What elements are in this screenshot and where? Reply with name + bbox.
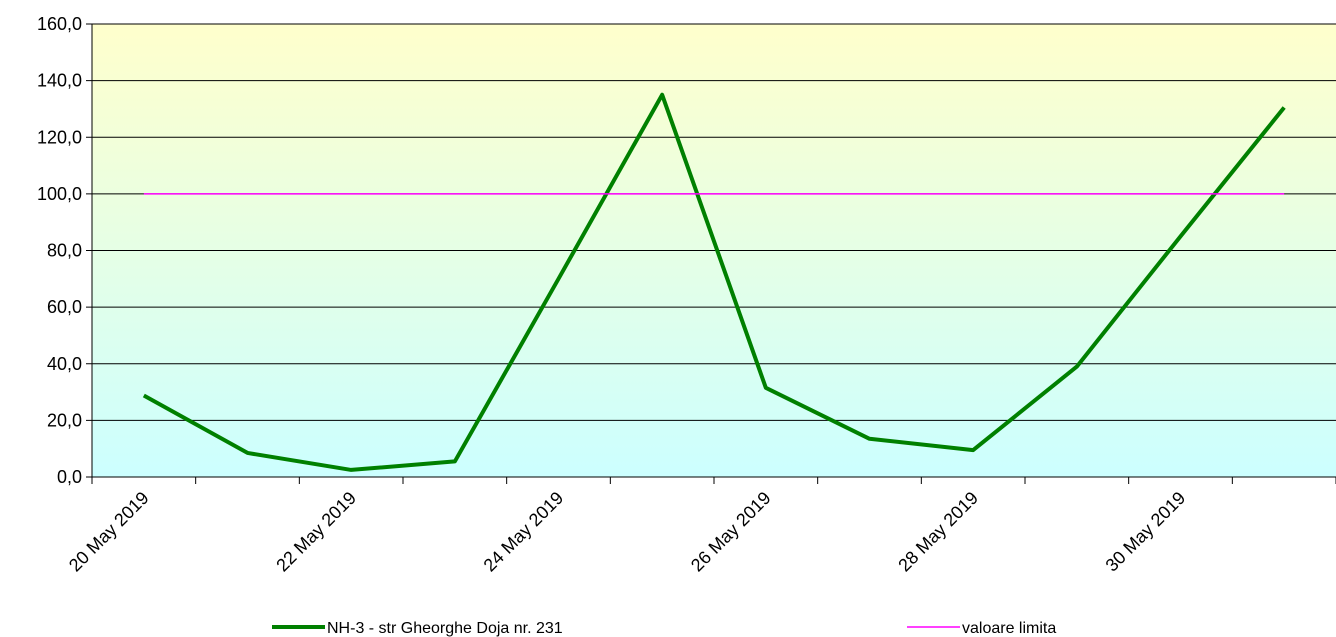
series-line xyxy=(142,92,1286,472)
legend-label: NH-3 - str Gheorghe Doja nr. 231 xyxy=(327,620,563,637)
y-tick-label: 120,0 xyxy=(37,127,82,147)
x-tick-label: 28 May 2019 xyxy=(894,488,982,576)
x-tick-label: 30 May 2019 xyxy=(1102,488,1190,576)
y-tick-label: 100,0 xyxy=(37,184,82,204)
y-tick-label: 0,0 xyxy=(57,467,82,487)
x-tick-label: 24 May 2019 xyxy=(480,488,568,576)
y-tick-label: 160,0 xyxy=(37,14,82,34)
y-tick-label: 20,0 xyxy=(47,410,82,430)
x-tick-label: 22 May 2019 xyxy=(272,488,360,576)
y-tick-label: 80,0 xyxy=(47,241,82,261)
y-tick-label: 60,0 xyxy=(47,297,82,317)
x-tick-label: 20 May 2019 xyxy=(65,488,153,576)
y-tick-label: 40,0 xyxy=(47,354,82,374)
legend-label: valoare limita xyxy=(962,620,1056,637)
y-tick-label: 140,0 xyxy=(37,71,82,91)
x-tick-label: 26 May 2019 xyxy=(687,488,775,576)
